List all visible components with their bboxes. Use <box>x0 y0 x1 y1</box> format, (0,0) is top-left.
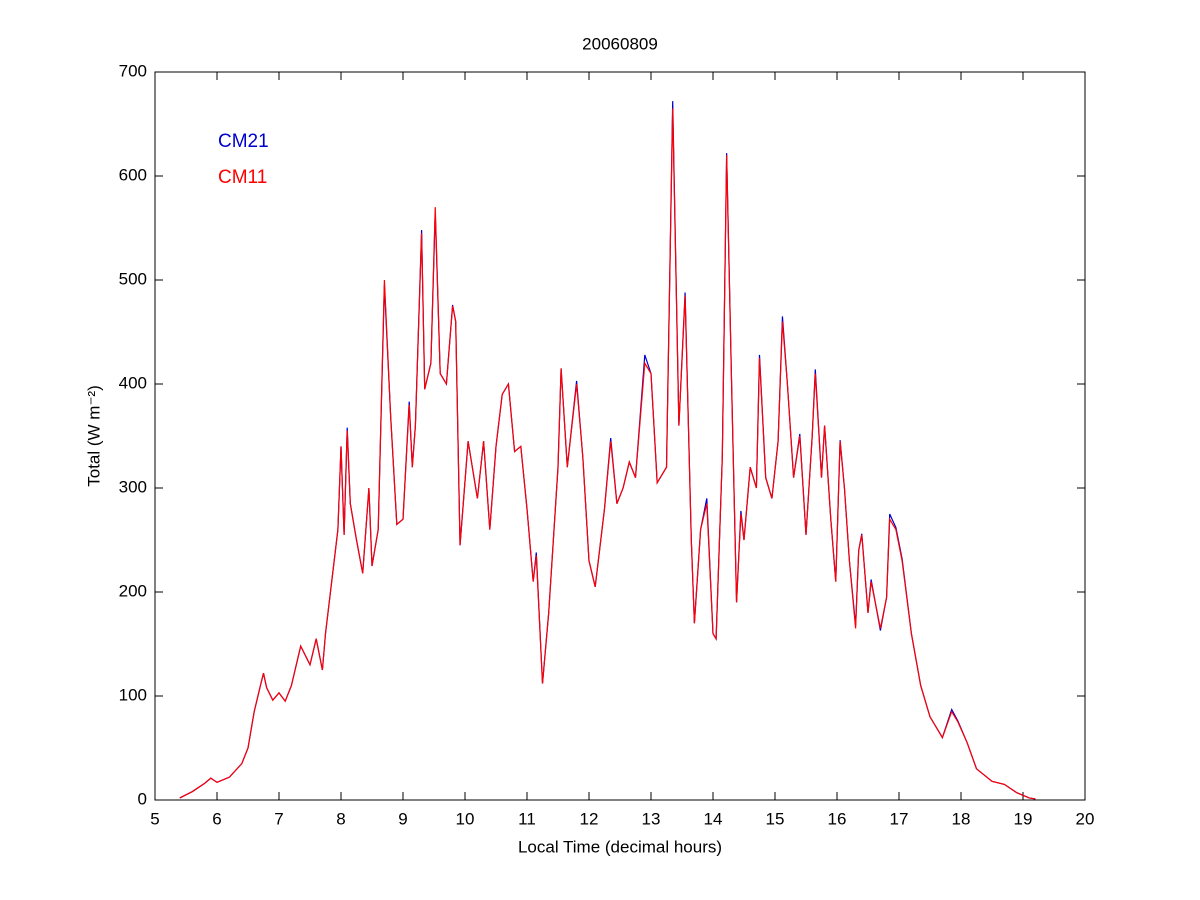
series-line <box>179 108 1036 800</box>
y-tick-label: 400 <box>119 373 147 392</box>
legend-entry: CM21 <box>218 131 269 152</box>
x-tick-label: 6 <box>212 809 221 828</box>
x-tick-label: 20 <box>1076 809 1095 828</box>
chart-title: 20060809 <box>582 34 658 53</box>
legend-entry: CM11 <box>218 167 267 188</box>
x-tick-label: 9 <box>398 809 407 828</box>
x-tick-label: 13 <box>642 809 661 828</box>
x-tick-label: 8 <box>336 809 345 828</box>
y-tick-label: 700 <box>119 61 147 80</box>
y-tick-label: 500 <box>119 269 147 288</box>
y-axis-label: Total (W m⁻²) <box>84 385 103 487</box>
x-tick-label: 19 <box>1014 809 1033 828</box>
y-tick-label: 200 <box>119 581 147 600</box>
x-tick-label: 17 <box>890 809 909 828</box>
x-tick-label: 14 <box>704 809 723 828</box>
y-tick-label: 100 <box>119 685 147 704</box>
x-tick-label: 15 <box>766 809 785 828</box>
x-tick-label: 5 <box>150 809 159 828</box>
y-tick-label: 600 <box>119 165 147 184</box>
y-tick-label: 0 <box>138 789 147 808</box>
x-axis-label: Local Time (decimal hours) <box>518 837 722 856</box>
x-tick-label: 7 <box>274 809 283 828</box>
x-tick-label: 12 <box>580 809 599 828</box>
plot-area <box>154 71 1086 801</box>
x-tick-label: 18 <box>952 809 971 828</box>
x-tick-label: 10 <box>456 809 475 828</box>
x-tick-label: 16 <box>828 809 847 828</box>
series-line <box>179 101 1036 800</box>
y-tick-label: 300 <box>119 477 147 496</box>
x-tick-label: 11 <box>518 809 536 828</box>
